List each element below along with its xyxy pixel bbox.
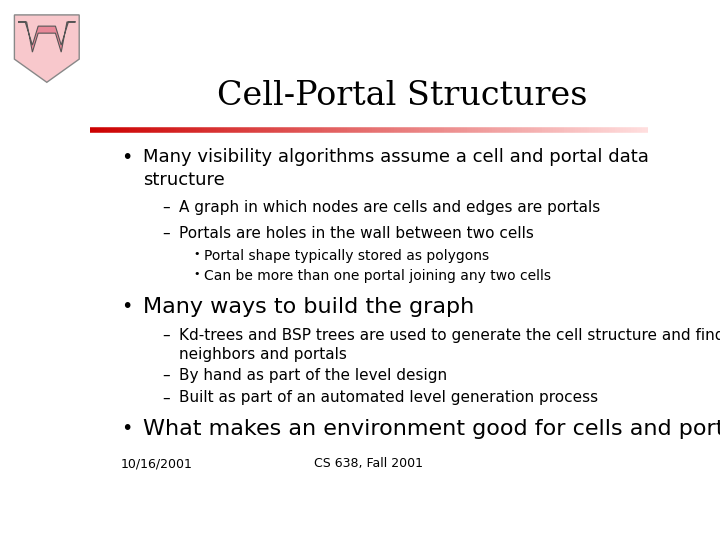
Text: Portal shape typically stored as polygons: Portal shape typically stored as polygon… (204, 248, 490, 262)
Text: –: – (163, 368, 170, 382)
Text: •: • (121, 297, 132, 316)
Polygon shape (18, 22, 76, 52)
Text: –: – (163, 200, 170, 215)
Text: A graph in which nodes are cells and edges are portals: A graph in which nodes are cells and edg… (179, 200, 600, 215)
Text: •: • (121, 148, 132, 167)
Text: Portals are holes in the wall between two cells: Portals are holes in the wall between tw… (179, 226, 534, 241)
Text: Cell-Portal Structures: Cell-Portal Structures (217, 80, 588, 112)
Text: •: • (193, 248, 199, 259)
Text: –: – (163, 390, 170, 406)
Text: –: – (163, 226, 170, 241)
Text: 10/16/2001: 10/16/2001 (121, 457, 192, 470)
Text: Many visibility algorithms assume a cell and portal data
structure: Many visibility algorithms assume a cell… (143, 148, 649, 189)
Text: What makes an environment good for cells and portals?: What makes an environment good for cells… (143, 420, 720, 440)
Text: CS 638, Fall 2001: CS 638, Fall 2001 (315, 457, 423, 470)
Text: Kd-trees and BSP trees are used to generate the cell structure and find
neighbor: Kd-trees and BSP trees are used to gener… (179, 328, 720, 362)
Text: Built as part of an automated level generation process: Built as part of an automated level gene… (179, 390, 598, 406)
Text: •: • (121, 420, 132, 438)
Text: By hand as part of the level design: By hand as part of the level design (179, 368, 447, 382)
Polygon shape (14, 15, 79, 82)
Text: Can be more than one portal joining any two cells: Can be more than one portal joining any … (204, 268, 552, 282)
Text: Many ways to build the graph: Many ways to build the graph (143, 297, 474, 317)
Text: –: – (163, 328, 170, 343)
Text: •: • (193, 268, 199, 279)
